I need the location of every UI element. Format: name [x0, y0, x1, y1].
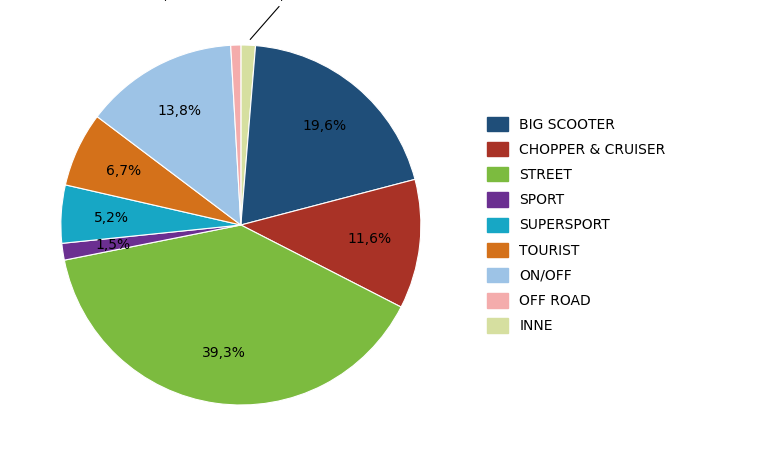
Text: 11,6%: 11,6% [347, 232, 392, 246]
Wedge shape [61, 185, 241, 243]
Text: 5,2%: 5,2% [94, 211, 129, 225]
Text: 39,3%: 39,3% [201, 346, 246, 360]
Text: 13,8%: 13,8% [157, 104, 201, 118]
Text: 6,7%: 6,7% [106, 164, 141, 178]
Legend: BIG SCOOTER, CHOPPER & CRUISER, STREET, SPORT, SUPERSPORT, TOURIST, ON/OFF, OFF : BIG SCOOTER, CHOPPER & CRUISER, STREET, … [482, 111, 671, 339]
Wedge shape [241, 45, 415, 225]
Wedge shape [241, 180, 421, 307]
Wedge shape [231, 45, 241, 225]
Wedge shape [62, 225, 241, 260]
Text: 0,9%: 0,9% [155, 0, 190, 2]
Wedge shape [65, 117, 241, 225]
Wedge shape [97, 45, 241, 225]
Text: 1,3%: 1,3% [250, 0, 307, 40]
Wedge shape [64, 225, 401, 405]
Text: 1,5%: 1,5% [96, 238, 131, 252]
Wedge shape [241, 45, 256, 225]
Text: 19,6%: 19,6% [302, 119, 347, 133]
